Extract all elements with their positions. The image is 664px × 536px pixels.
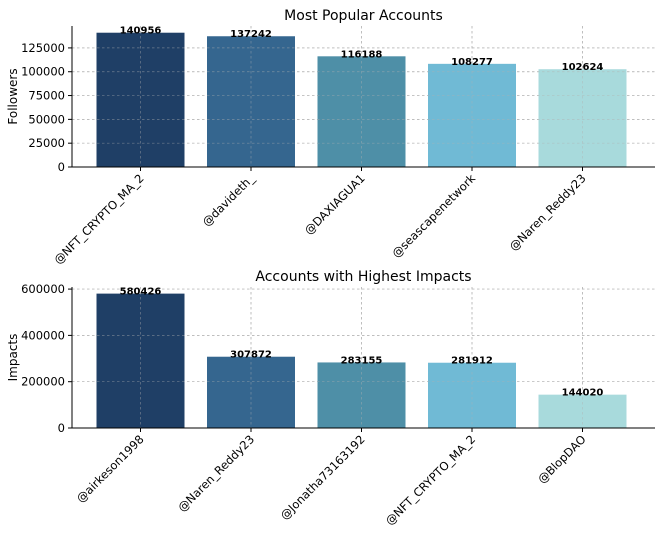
data-label: 580426 [120,287,162,298]
x-tick-label: @davideth_ [199,171,257,229]
data-label: 283155 [341,355,383,366]
chart-title: Most Popular Accounts [284,8,443,24]
data-label: 281912 [451,356,493,367]
y-axis-label: Followers [6,68,20,124]
data-label: 116188 [341,49,383,60]
y-tick-label: 125000 [21,41,65,55]
y-axis-label: Impacts [6,334,20,382]
x-tick-label: @DAXIAGUA1 [302,171,368,237]
data-label: 307872 [230,350,272,361]
y-tick-label: 75000 [28,89,65,103]
x-tick-label: @Naren_Reddy23 [506,171,588,253]
chart-2: Accounts with Highest Impacts Impacts 0 200… [6,269,655,528]
chart-title: Accounts with Highest Impacts [255,269,471,285]
y-tick-label: 200000 [21,375,65,389]
x-tick-label: @seascapenetwork [389,171,478,260]
x-tick-label: @NFT_CRYPTO_MA_2 [383,432,479,528]
bar [96,32,185,167]
x-tick-label: @airkeson1998 [74,432,147,505]
bar [96,293,185,428]
y-tick-label: 600000 [21,282,65,296]
y-tick-label: 100000 [21,65,65,79]
chart-1: Most Popular Accounts Followers 0 25000 5000… [6,8,655,267]
x-tick-label: @Jonatha73163192 [277,432,367,522]
data-label: 140956 [120,26,162,37]
y-tick-label: 0 [58,421,65,435]
x-tick-label: @BlopDAO [535,432,589,486]
x-tick-label: @Naren_Reddy23 [175,432,257,514]
y-tick-label: 50000 [28,112,65,126]
data-label: 137242 [230,29,272,40]
data-label: 102624 [562,62,604,73]
y-tick-label: 0 [58,160,65,174]
data-label: 108277 [451,57,493,68]
data-label: 144020 [562,388,604,399]
x-tick-label: @NFT_CRYPTO_MA_2 [51,171,147,267]
y-tick-label: 400000 [21,328,65,342]
y-tick-label: 25000 [28,136,65,150]
